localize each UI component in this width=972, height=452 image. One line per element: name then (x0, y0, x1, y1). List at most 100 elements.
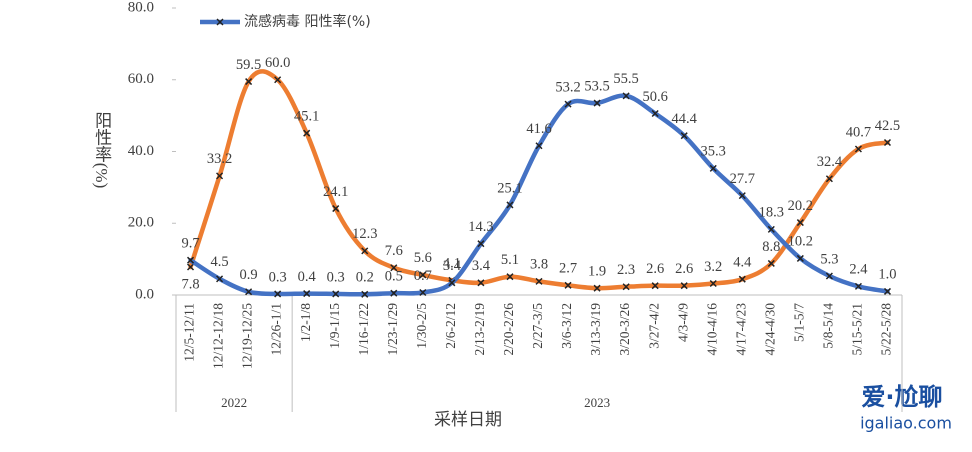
x-tick-label: 4/24-4/30 (762, 303, 777, 356)
data-label: 50.6 (642, 89, 667, 105)
data-label: 44.4 (672, 111, 698, 127)
data-label: 24.1 (323, 184, 348, 200)
point-marker (303, 129, 311, 137)
data-label: 2.4 (849, 262, 868, 278)
y-tick-label: 40.0 (128, 143, 154, 159)
point-marker (738, 275, 746, 283)
point-marker (796, 254, 804, 262)
data-label: 45.1 (294, 109, 319, 125)
point-marker (825, 175, 833, 183)
x-tick-label: 2/27-3/5 (530, 303, 545, 349)
x-tick-label: 1/16-1/22 (356, 303, 371, 356)
point-marker (651, 109, 659, 118)
data-label: 53.2 (555, 79, 580, 95)
point-marker (854, 282, 862, 290)
x-tick-label: 4/3-4/9 (675, 303, 690, 342)
x-tick-label: 12/5-12/11 (182, 303, 197, 362)
data-label: 5.6 (414, 250, 432, 266)
point-marker (883, 139, 892, 147)
data-label: 3.8 (530, 257, 548, 273)
point-marker (593, 99, 601, 107)
data-label: 18.3 (759, 205, 784, 221)
data-label: 59.5 (236, 57, 261, 73)
data-label: 3.2 (704, 259, 722, 275)
point-marker (245, 288, 253, 296)
data-label: 1.0 (878, 267, 896, 283)
group-label: 2022 (221, 395, 247, 410)
data-label: 7.6 (385, 243, 403, 259)
data-label: 25.1 (497, 180, 522, 196)
point-marker (535, 142, 543, 150)
point-marker (767, 259, 775, 267)
data-label: 2.6 (675, 261, 693, 277)
data-label: 2.3 (617, 262, 635, 278)
x-tick-label: 3/13-3/19 (588, 303, 603, 356)
data-label: 3.4 (443, 258, 462, 274)
point-marker (651, 282, 659, 290)
data-label: 5.3 (820, 251, 838, 267)
x-tick-label: 1/23-1/29 (385, 303, 400, 356)
point-marker (796, 219, 804, 227)
data-label: 2.7 (559, 261, 577, 277)
point-marker (216, 172, 224, 180)
point-marker (332, 290, 340, 298)
data-label: 2.6 (646, 261, 664, 277)
point-marker (535, 277, 543, 285)
data-label: 40.7 (846, 124, 871, 140)
x-tick-label: 5/22-5/28 (879, 303, 894, 356)
x-tick-label: 2/6-2/12 (443, 303, 458, 349)
point-marker (448, 279, 456, 287)
data-label: 0.7 (414, 268, 432, 284)
point-marker (506, 273, 514, 281)
point-marker (390, 289, 398, 297)
x-tick-label: 2/20-2/26 (501, 303, 516, 356)
point-marker (390, 264, 398, 272)
x-tick-label: 3/20-3/26 (617, 303, 632, 356)
point-marker (709, 164, 717, 172)
point-marker (680, 282, 688, 290)
x-tick-label: 12/26-1/1 (269, 303, 284, 356)
point-marker (622, 92, 630, 100)
x-tick-label: 12/12-12/18 (211, 303, 226, 369)
legend-marker (216, 18, 224, 26)
data-label: 4.5 (210, 254, 228, 270)
data-label: 4.4 (733, 255, 752, 271)
point-marker (622, 283, 630, 291)
x-axis-title: 采样日期 (434, 410, 502, 429)
data-label: 9.7 (181, 236, 199, 252)
data-label: 32.4 (817, 154, 843, 170)
data-label: 8.8 (762, 239, 780, 255)
x-tick-label: 5/1-5/7 (791, 303, 806, 342)
point-marker (274, 76, 282, 84)
x-tick-label: 3/6-3/12 (559, 303, 574, 349)
x-tick-label: 2/13-2/19 (472, 303, 487, 356)
point-marker (245, 78, 253, 86)
x-tick-label: 4/17-4/23 (733, 303, 748, 356)
data-label: 0.3 (269, 269, 287, 285)
data-label: 10.2 (788, 234, 813, 250)
data-label: 7.8 (181, 276, 199, 292)
data-label: 4.1 (443, 256, 461, 272)
point-marker (186, 256, 195, 264)
data-label: 33.2 (207, 151, 232, 167)
point-marker (680, 132, 688, 140)
point-marker (361, 290, 369, 298)
data-label: 60.0 (265, 55, 290, 71)
group-label: 2023 (584, 395, 610, 410)
y-tick-label: 80.0 (128, 0, 154, 15)
point-marker (767, 225, 775, 233)
data-label: 55.5 (613, 71, 638, 87)
watermark-url: igaliao.com (860, 414, 952, 433)
point-marker (564, 281, 572, 289)
x-tick-label: 1/30-2/5 (414, 303, 429, 349)
point-marker (564, 100, 572, 108)
data-label: 12.3 (352, 226, 377, 242)
point-marker (709, 279, 717, 288)
point-marker (477, 240, 485, 248)
data-label: 41.6 (526, 121, 551, 137)
point-marker (883, 287, 892, 295)
data-label: 3.4 (472, 258, 491, 274)
x-tick-label: 1/9-1/15 (327, 303, 342, 349)
data-label: 0.3 (327, 269, 345, 285)
point-marker (419, 271, 427, 279)
